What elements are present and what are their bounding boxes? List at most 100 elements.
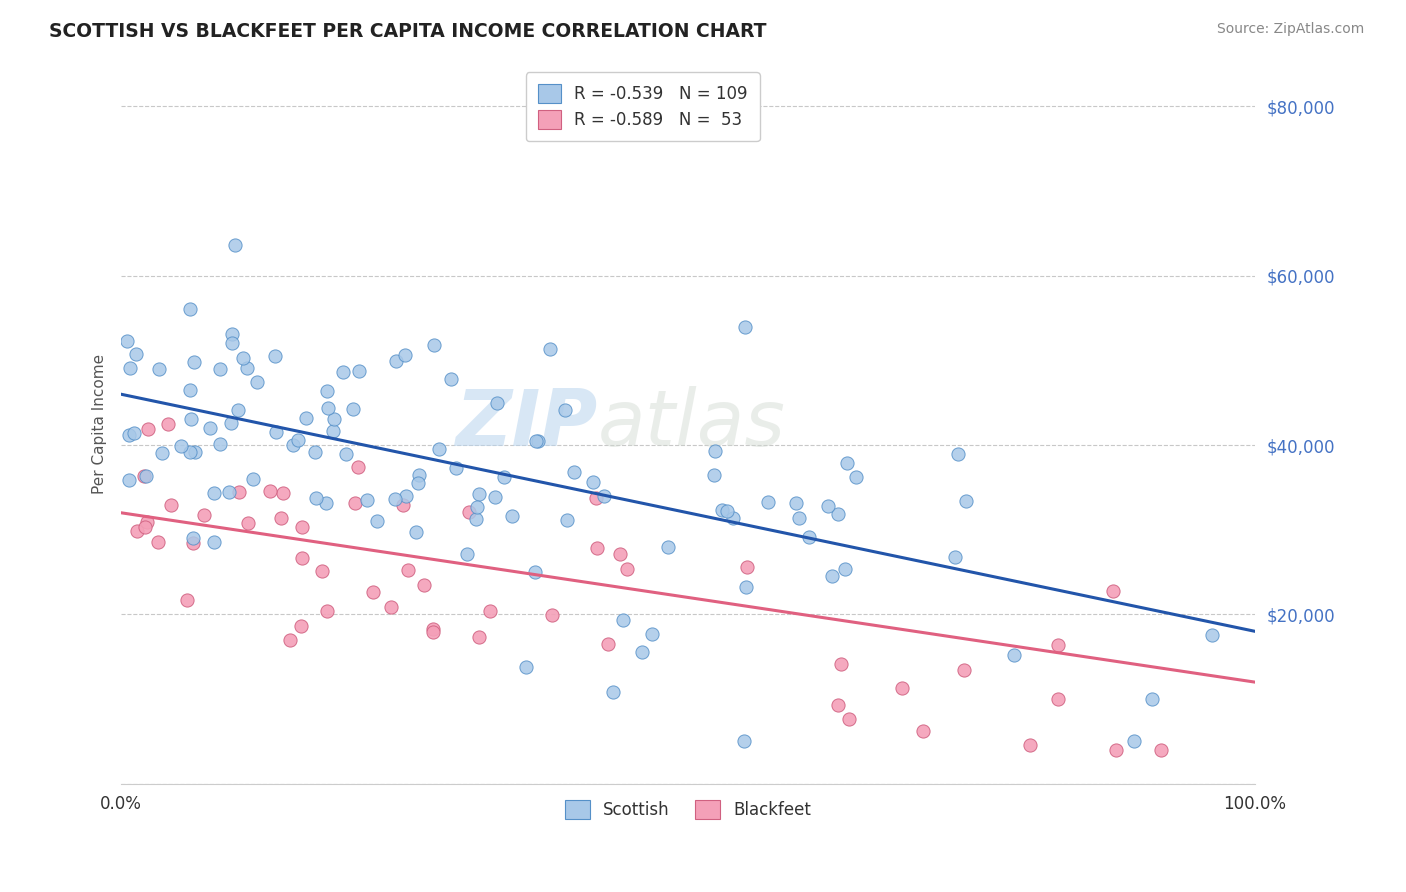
Point <box>555 513 578 527</box>
Point <box>501 508 523 523</box>
Point <box>266 425 288 439</box>
Point <box>316 384 339 398</box>
Point <box>423 337 446 351</box>
Point <box>335 447 357 461</box>
Point <box>278 632 301 647</box>
Point <box>264 349 287 363</box>
Point <box>735 581 758 595</box>
Text: SCOTTISH VS BLACKFEET PER CAPITA INCOME CORRELATION CHART: SCOTTISH VS BLACKFEET PER CAPITA INCOME … <box>49 22 766 41</box>
Point <box>1002 648 1025 662</box>
Point <box>733 734 755 748</box>
Point <box>115 334 138 349</box>
Point <box>311 564 333 578</box>
Point <box>315 495 337 509</box>
Point <box>180 412 202 426</box>
Point <box>440 372 463 386</box>
Y-axis label: Per Capita Income: Per Capita Income <box>93 354 107 494</box>
Point <box>408 476 430 491</box>
Point <box>1201 628 1223 642</box>
Point <box>343 495 366 509</box>
Point <box>134 520 156 534</box>
Text: atlas: atlas <box>598 386 786 462</box>
Point <box>1150 743 1173 757</box>
Point <box>468 630 491 644</box>
Point <box>1104 743 1126 757</box>
Legend: Scottish, Blackfeet: Scottish, Blackfeet <box>558 793 818 826</box>
Point <box>422 622 444 636</box>
Point <box>478 604 501 618</box>
Point <box>148 535 170 549</box>
Point <box>835 456 858 470</box>
Point <box>817 499 839 513</box>
Point <box>316 401 339 416</box>
Point <box>316 604 339 618</box>
Point <box>596 637 619 651</box>
Point <box>821 569 844 583</box>
Point <box>616 562 638 576</box>
Point <box>305 491 328 506</box>
Point <box>396 563 419 577</box>
Point <box>380 600 402 615</box>
Point <box>224 237 246 252</box>
Text: ZIP: ZIP <box>456 386 598 462</box>
Point <box>179 383 201 397</box>
Point <box>176 593 198 607</box>
Point <box>295 410 318 425</box>
Point <box>405 525 427 540</box>
Point <box>181 536 204 550</box>
Point <box>582 475 605 489</box>
Point <box>332 365 354 379</box>
Point <box>955 494 977 508</box>
Point <box>181 531 204 545</box>
Point <box>183 444 205 458</box>
Point <box>465 512 488 526</box>
Point <box>183 355 205 369</box>
Point <box>304 445 326 459</box>
Point <box>787 510 810 524</box>
Point <box>704 444 727 458</box>
Point <box>834 562 856 576</box>
Point <box>385 354 408 368</box>
Point <box>465 500 488 515</box>
Point <box>271 486 294 500</box>
Point <box>135 515 157 529</box>
Point <box>484 491 506 505</box>
Point <box>361 584 384 599</box>
Point <box>538 342 561 356</box>
Point <box>540 608 562 623</box>
Point <box>593 489 616 503</box>
Point <box>259 484 281 499</box>
Point <box>148 361 170 376</box>
Point <box>290 619 312 633</box>
Point <box>515 660 537 674</box>
Point <box>235 360 257 375</box>
Point <box>485 396 508 410</box>
Point <box>844 470 866 484</box>
Point <box>422 625 444 640</box>
Point <box>524 434 547 448</box>
Point <box>641 627 664 641</box>
Point <box>1140 692 1163 706</box>
Point <box>524 565 547 579</box>
Point <box>270 511 292 525</box>
Point <box>202 486 225 500</box>
Point <box>612 613 634 627</box>
Point <box>890 681 912 695</box>
Point <box>287 433 309 447</box>
Point <box>122 426 145 441</box>
Point <box>221 336 243 351</box>
Point <box>150 446 173 460</box>
Point <box>226 402 249 417</box>
Point <box>945 550 967 565</box>
Point <box>246 376 269 390</box>
Point <box>838 712 860 726</box>
Point <box>118 360 141 375</box>
Point <box>952 664 974 678</box>
Point <box>427 442 450 456</box>
Point <box>281 437 304 451</box>
Point <box>209 362 232 376</box>
Point <box>200 421 222 435</box>
Point <box>562 465 585 479</box>
Point <box>585 541 607 555</box>
Point <box>356 492 378 507</box>
